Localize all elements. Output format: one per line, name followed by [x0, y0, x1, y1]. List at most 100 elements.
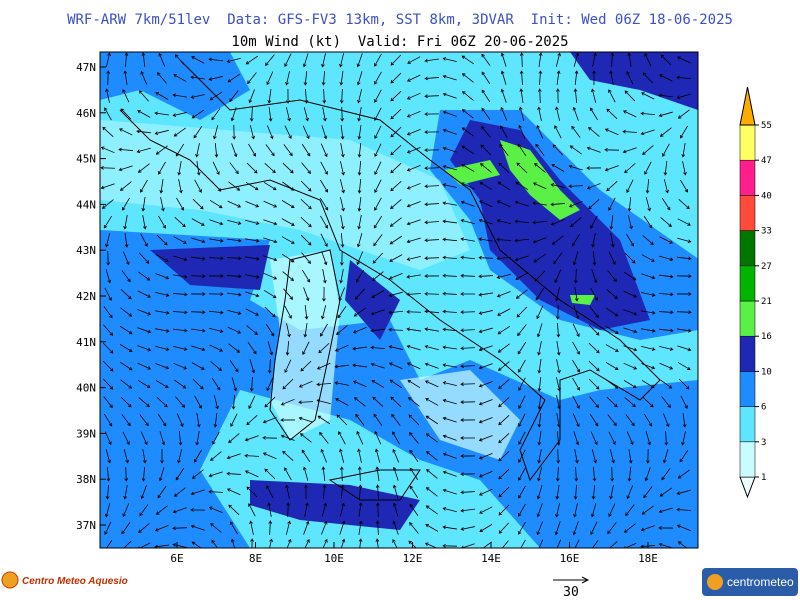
- wind-arrow: [303, 107, 310, 122]
- wind-arrow: [137, 327, 152, 334]
- wind-arrow: [372, 252, 384, 264]
- wind-arrow: [606, 396, 618, 408]
- wind-arrow: [500, 106, 508, 121]
- wind-arrow: [227, 326, 242, 334]
- wind-arrow: [515, 289, 528, 299]
- wind-arrow: [409, 449, 419, 462]
- wind-arrow: [316, 362, 331, 370]
- wind-arrow: [678, 378, 690, 390]
- wind-arrow: [191, 237, 206, 244]
- wind-arrow: [442, 525, 457, 530]
- wind-arrow: [590, 215, 598, 229]
- wind-arrow: [407, 397, 420, 407]
- wind-arrow: [623, 380, 637, 389]
- wind-arrow: [496, 273, 511, 279]
- wind-arrow: [321, 502, 328, 517]
- field-blob: [500, 140, 580, 220]
- wind-arrow: [480, 541, 492, 548]
- wind-arrow: [641, 310, 656, 315]
- wind-arrow: [659, 362, 674, 370]
- wind-arrow: [245, 291, 260, 298]
- wind-arrow: [194, 395, 202, 409]
- wind-arrow: [119, 181, 132, 191]
- wind-arrow: [227, 309, 242, 315]
- wind-arrow: [246, 325, 258, 335]
- wind-arrow: [589, 306, 599, 319]
- wind-arrow: [658, 542, 673, 548]
- field-blob: [400, 370, 520, 460]
- wind-arrow: [517, 143, 527, 157]
- wind-arrow: [226, 57, 241, 63]
- field-blob: [570, 52, 698, 110]
- wind-arrow: [195, 431, 200, 446]
- wind-arrow: [481, 53, 491, 66]
- wind-arrow: [208, 506, 223, 514]
- field-blob: [445, 160, 500, 185]
- wind-arrow: [213, 395, 219, 410]
- wind-arrow: [517, 341, 527, 355]
- wind-arrow: [122, 251, 130, 266]
- wind-arrow: [538, 52, 543, 67]
- wind-arrow: [626, 70, 634, 85]
- wind-arrow: [140, 431, 148, 446]
- wind-arrow: [554, 521, 561, 536]
- wind-arrow: [286, 323, 291, 338]
- wind-arrow: [406, 201, 421, 208]
- wind-arrow: [514, 238, 530, 243]
- wind-arrow: [442, 507, 457, 513]
- wind-arrow: [442, 327, 458, 332]
- wind-arrow: [550, 202, 566, 207]
- wind-arrow: [645, 178, 650, 194]
- wind-arrow: [354, 288, 365, 300]
- wind-arrow: [532, 220, 548, 225]
- wind-arrow: [573, 88, 578, 104]
- wind-arrow: [226, 453, 241, 460]
- wind-arrow: [642, 145, 654, 156]
- wind-arrow: [481, 125, 491, 138]
- wind-arrow: [119, 361, 133, 371]
- wind-arrow: [284, 305, 292, 319]
- wind-arrow: [497, 361, 510, 371]
- wind-arrow: [498, 432, 510, 444]
- wind-arrow: [592, 466, 597, 482]
- wind-arrow: [374, 53, 382, 67]
- reference-arrow-head: [581, 576, 590, 584]
- wind-arrow: [353, 397, 366, 407]
- wind-arrow: [268, 107, 273, 122]
- wind-arrow: [264, 306, 276, 318]
- colorbar-label: 10: [761, 367, 772, 377]
- wind-arrow: [334, 364, 349, 369]
- wind-arrow: [266, 377, 274, 392]
- wind-arrow: [340, 106, 345, 122]
- wind-arrow: [334, 381, 349, 386]
- wind-arrow: [478, 310, 493, 315]
- wind-arrow: [555, 304, 560, 320]
- wind-arrow: [304, 502, 309, 517]
- wind-arrow: [442, 110, 457, 117]
- wind-arrow: [124, 52, 129, 68]
- wind-arrow: [424, 274, 440, 278]
- wind-arrow: [641, 505, 654, 515]
- colorbar-label: 3: [761, 438, 766, 448]
- wind-arrow: [640, 525, 655, 532]
- wind-arrow: [281, 218, 295, 226]
- lat-label: 37N: [76, 519, 96, 532]
- wind-arrow: [442, 92, 457, 99]
- wind-arrow: [300, 360, 312, 372]
- wind-arrow: [299, 433, 312, 443]
- wind-arrow: [245, 256, 260, 261]
- wind-arrow: [173, 328, 188, 333]
- wind-arrow: [609, 215, 614, 230]
- wind-arrow: [172, 310, 188, 315]
- colorbar-label: 40: [761, 191, 772, 201]
- wind-arrow: [496, 291, 511, 298]
- wind-arrow: [606, 108, 618, 120]
- wind-arrow: [518, 359, 526, 373]
- wind-arrow: [574, 466, 579, 482]
- wind-arrow: [371, 271, 384, 281]
- wind-arrow: [282, 450, 294, 461]
- wind-arrow: [286, 538, 292, 548]
- wind-arrow: [263, 237, 278, 244]
- wind-arrow: [137, 362, 152, 370]
- wind-arrow: [425, 433, 438, 443]
